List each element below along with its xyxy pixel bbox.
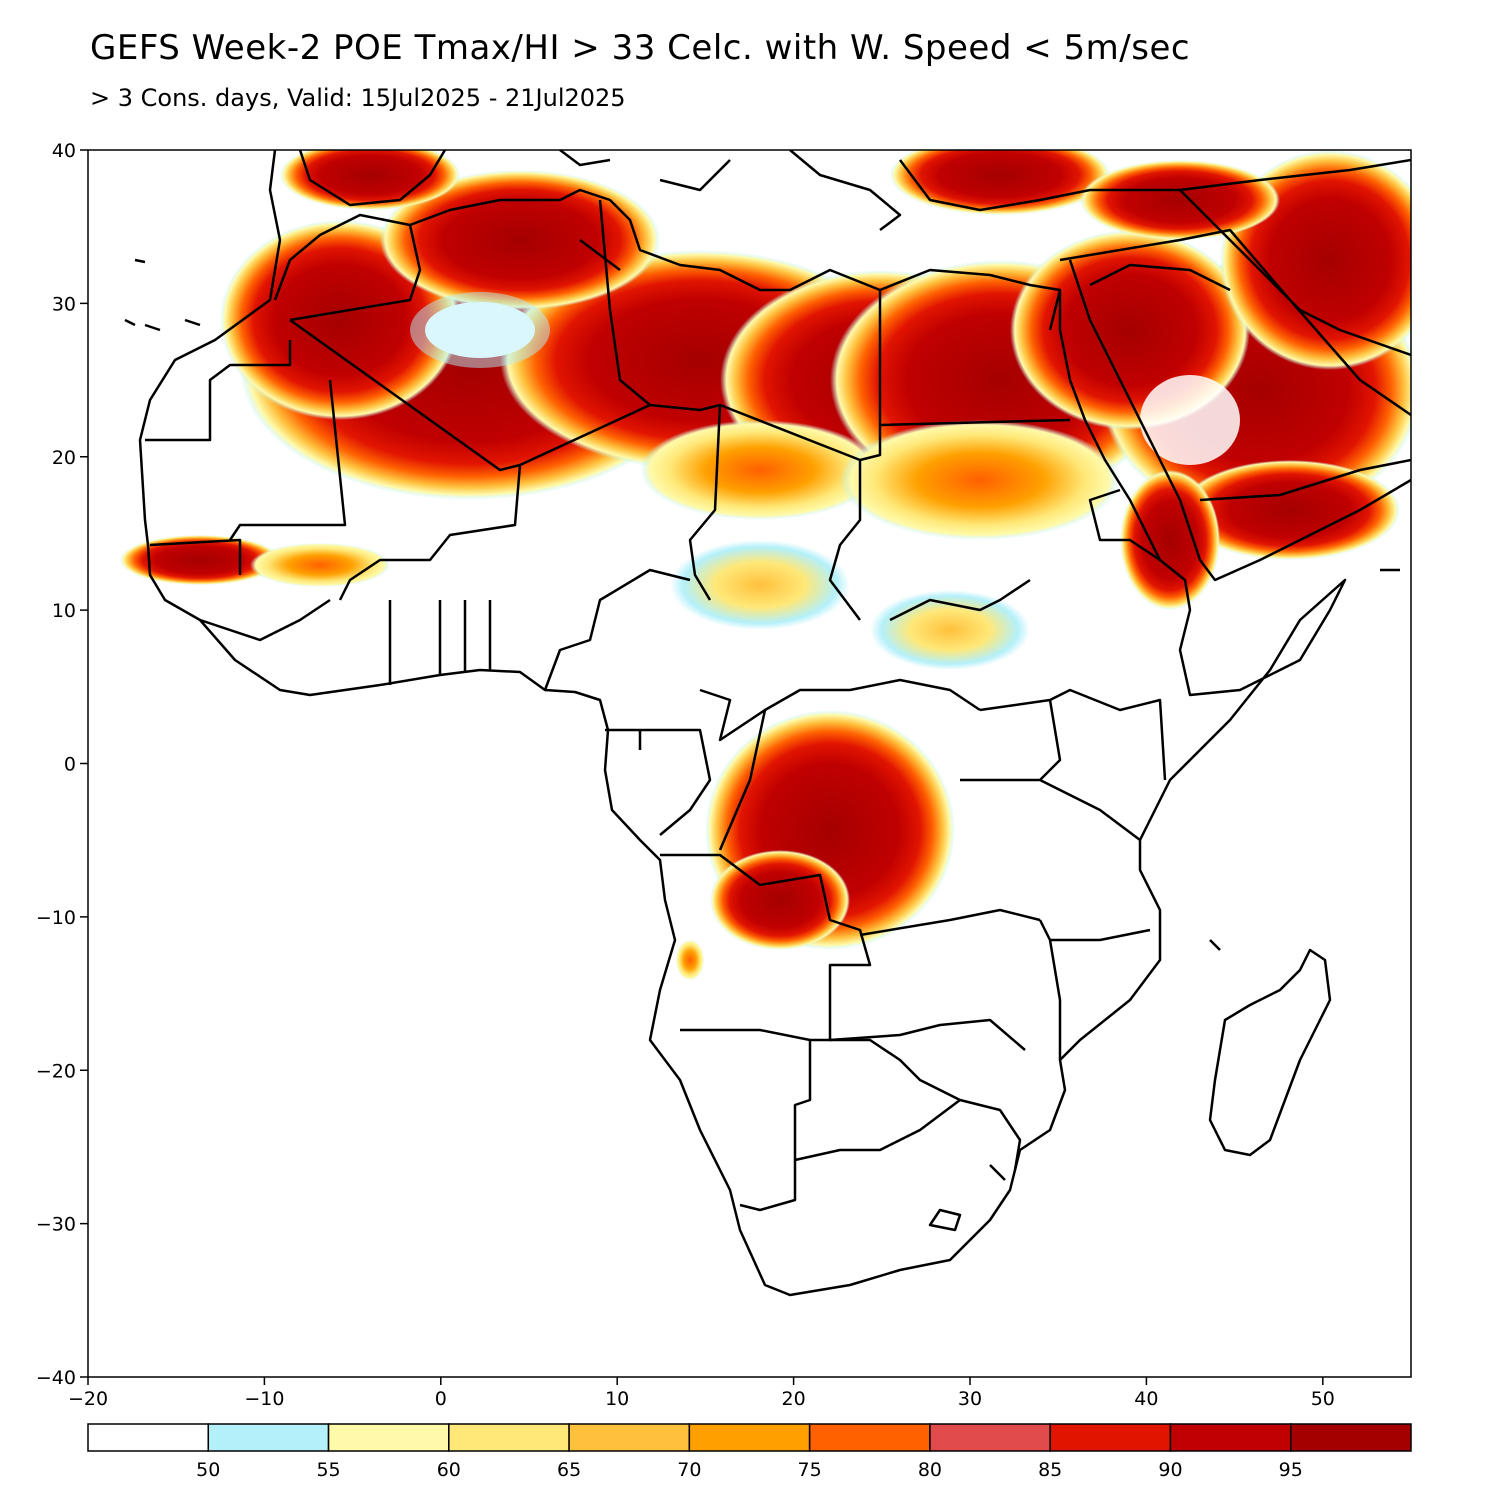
x-tick-label: 30 (958, 1388, 982, 1410)
x-tick-label: −10 (244, 1388, 284, 1410)
colorbar-swatch (1049, 1423, 1172, 1452)
colorbar-swatch (1289, 1423, 1412, 1452)
x-tick-label: 40 (1134, 1388, 1158, 1410)
x-tick-label: 20 (782, 1388, 806, 1410)
y-tick-label: 30 (52, 293, 76, 315)
coastlines (124, 150, 1411, 1297)
borders-sahel (145, 340, 862, 621)
y-tick-label: 20 (52, 447, 76, 469)
colorbar-label: 70 (677, 1459, 701, 1481)
colorbar-swatch (929, 1423, 1051, 1452)
borders-arabia (1059, 189, 1411, 502)
colorbar-label: 60 (437, 1459, 461, 1481)
borders-north (289, 199, 1071, 472)
y-axis: 40 30 20 10 0 −10 −20 −30 −40 (36, 140, 88, 1389)
colorbar-label: 85 (1038, 1459, 1062, 1481)
arabia-coastline (1068, 259, 1411, 582)
y-tick-label: −10 (36, 907, 76, 929)
colorbar-label: 55 (316, 1459, 340, 1481)
colorbar-label: 75 (798, 1459, 822, 1481)
colorbar-label: 90 (1158, 1459, 1182, 1481)
y-tick-label: −20 (36, 1060, 76, 1082)
map-title: GEFS Week-2 POE Tmax/HI > 33 Celc. with … (90, 28, 1191, 68)
africa-coastline (138, 150, 1347, 1297)
colorbar-swatch (1169, 1423, 1292, 1452)
borders-south (680, 1028, 1022, 1212)
borders-east (889, 488, 1167, 1060)
colorbar-label: 65 (557, 1459, 581, 1481)
borders-coastal-west (149, 538, 691, 691)
y-tick-label: −30 (36, 1214, 76, 1236)
colorbar-swatch (448, 1423, 570, 1452)
x-tick-label: 50 (1311, 1388, 1335, 1410)
borders-central (605, 678, 1041, 1051)
colorbar-swatch (207, 1423, 330, 1452)
y-tick-label: 0 (64, 754, 76, 776)
europe-coastline (559, 150, 1411, 231)
x-axis: −20 −10 0 10 20 30 40 50 (68, 1377, 1335, 1410)
y-tick-label: −40 (36, 1367, 76, 1389)
colorbar-swatch (568, 1423, 691, 1452)
iberia-coastline (298, 150, 447, 207)
colorbar-label: 95 (1279, 1459, 1303, 1481)
colorbar-swatch (327, 1423, 450, 1452)
colorbar-swatch (808, 1423, 931, 1452)
x-tick-label: 10 (605, 1388, 629, 1410)
y-tick-label: 40 (52, 140, 76, 162)
colorbar-label: 50 (196, 1459, 220, 1481)
colorbar-swatch (87, 1423, 210, 1452)
y-tick-label: 10 (52, 600, 76, 622)
colorbar-label: 80 (918, 1459, 942, 1481)
x-tick-label: 0 (435, 1388, 447, 1410)
islands (124, 258, 1400, 1232)
colorbar-swatch (688, 1423, 811, 1452)
colorbar: 50 55 60 65 70 75 80 85 90 95 (87, 1423, 1412, 1481)
map-subtitle: > 3 Cons. days, Valid: 15Jul2025 - 21Jul… (90, 84, 626, 112)
madagascar-coastline (1208, 948, 1332, 1157)
x-tick-label: −20 (68, 1388, 108, 1410)
